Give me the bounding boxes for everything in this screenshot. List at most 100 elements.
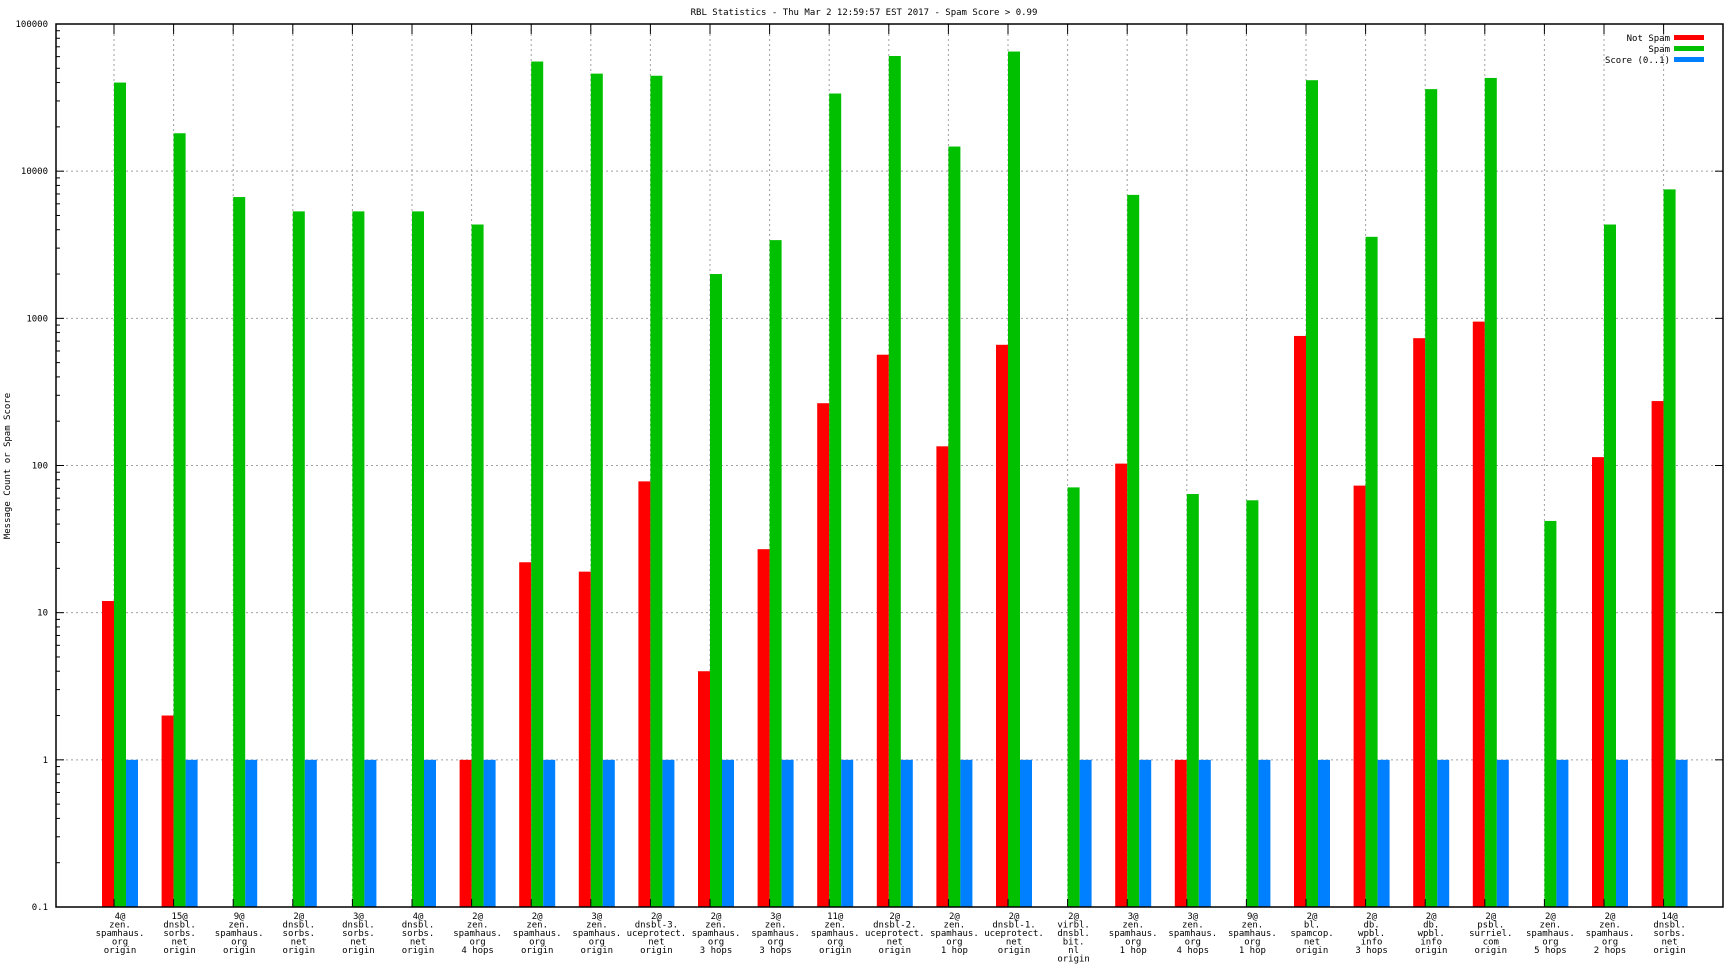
bar-spam [292, 211, 305, 908]
x-tick-label: spamhaus. [513, 929, 562, 939]
bar-spam [948, 146, 961, 907]
x-tick-label: dnsbl. [163, 921, 196, 931]
x-tick-label: origin [342, 946, 375, 956]
x-tick-label: 2@ [472, 912, 483, 922]
bar-score [424, 759, 436, 907]
x-tick-label: org [708, 938, 724, 948]
x-tick-label: uceprotect. [984, 929, 1044, 939]
x-tick-label: net [1006, 938, 1022, 948]
x-tick-label: org [1185, 938, 1201, 948]
bar-spam [590, 73, 603, 908]
x-tick-label: com [1483, 938, 1499, 948]
bar-score [662, 759, 675, 907]
x-tick-label: sorbs. [402, 929, 435, 939]
x-tick-label: zen. [467, 921, 489, 931]
x-tick-label: 5 hops [1534, 946, 1567, 956]
bar-spam [888, 56, 901, 908]
x-tick-label: 2@ [1426, 912, 1437, 922]
x-tick-label: zen. [526, 921, 548, 931]
bar-not-spam [1294, 335, 1306, 907]
x-tick-label: zen. [1182, 921, 1204, 931]
x-tick-label: bit. [1063, 938, 1085, 948]
x-tick-label: dnsbl. [1653, 921, 1686, 931]
x-tick-label: origin [283, 946, 316, 956]
x-tick-label: zen. [765, 921, 787, 931]
bar-score [1258, 759, 1271, 907]
bar-score [1139, 759, 1152, 907]
bar-spam [173, 133, 186, 907]
x-tick-label: 2@ [1307, 912, 1318, 922]
y-ticks: 0.1 1 10 100 1000 10000 100000 [15, 20, 1723, 913]
x-tick-label: 3@ [1128, 912, 1139, 922]
x-tick-label: dnsbl. [283, 921, 316, 931]
x-tick-label: 1 hop [1239, 946, 1266, 956]
x-tick-label: origin [104, 946, 137, 956]
bar-not-spam [1174, 759, 1187, 907]
x-tick-label: net [1661, 938, 1677, 948]
x-tick-label: 3@ [591, 912, 602, 922]
x-tick-label: zen. [1242, 921, 1264, 931]
x-tick-label: nl [1068, 946, 1079, 956]
x-tick-label: origin [163, 946, 196, 956]
bar-not-spam [1651, 401, 1664, 907]
x-tick-label: dnsbl. [342, 921, 375, 931]
bar-score [1496, 759, 1509, 907]
x-tick-label: net [171, 938, 187, 948]
bar-not-spam [519, 562, 532, 907]
x-tick-label: 2@ [532, 912, 543, 922]
x-tick-label: 4 hops [461, 946, 494, 956]
bar-not-spam [876, 354, 889, 907]
bar-score [781, 759, 794, 907]
bar-spam [1067, 487, 1080, 907]
x-tick-label: 2@ [651, 912, 662, 922]
x-tick-label: origin [223, 946, 256, 956]
x-tick-label: origin [1296, 946, 1329, 956]
bar-not-spam [1353, 485, 1366, 907]
y-tick-label: 10 [37, 609, 48, 619]
x-tick-label: 3 hops [759, 946, 792, 956]
bar-not-spam [1592, 457, 1604, 907]
x-tick-label: spamhaus. [1109, 929, 1158, 939]
x-tick-label: net [350, 938, 366, 948]
x-tick-label: 1 hop [1120, 946, 1147, 956]
x-tick-label: spamhaus. [1586, 929, 1635, 939]
x-tick-label: wpbl. [1358, 929, 1385, 939]
x-tick-label: dnsbl-1. [992, 921, 1035, 931]
x-tick-label: spamhaus. [1526, 929, 1575, 939]
bar-spam [1008, 51, 1020, 908]
x-tick-label: org [589, 938, 605, 948]
x-tick-label: origin [640, 946, 673, 956]
bar-spam [1425, 89, 1438, 908]
x-tick-label: 3 hops [1355, 946, 1388, 956]
x-tick-label: 3@ [353, 912, 364, 922]
x-tick-label: 2@ [1485, 912, 1496, 922]
x-tick-label: dnsbl. [1057, 929, 1090, 939]
bar-score [960, 759, 973, 907]
legend-swatch [1674, 46, 1704, 51]
bar-spam [1544, 520, 1557, 907]
bar-not-spam [102, 601, 114, 907]
x-tick-label: 9@ [234, 912, 245, 922]
legend-label: Score (0..1) [1605, 56, 1670, 66]
bar-spam [412, 211, 424, 908]
bar-not-spam [757, 549, 770, 907]
legend-label: Not Spam [1627, 34, 1670, 44]
x-tick-label: 2@ [1366, 912, 1377, 922]
bar-score [126, 759, 138, 907]
bar-score [1437, 759, 1450, 907]
bar-score [900, 759, 913, 907]
bar-score [1556, 759, 1569, 907]
x-tick-label: net [410, 938, 426, 948]
x-tick-label: dnsbl. [402, 921, 435, 931]
bar-spam [1186, 494, 1199, 907]
y-tick-label: 100000 [15, 20, 48, 30]
bar-score [1079, 759, 1092, 907]
x-tick-label: uceprotect. [627, 929, 687, 939]
x-tick-label: net [887, 938, 903, 948]
x-tick-label: zen. [228, 921, 250, 931]
x-tick-label: zen. [109, 921, 131, 931]
bar-score [1616, 759, 1628, 907]
x-tick-label: dnsbl-3. [635, 921, 678, 931]
bar-spam [769, 240, 782, 907]
